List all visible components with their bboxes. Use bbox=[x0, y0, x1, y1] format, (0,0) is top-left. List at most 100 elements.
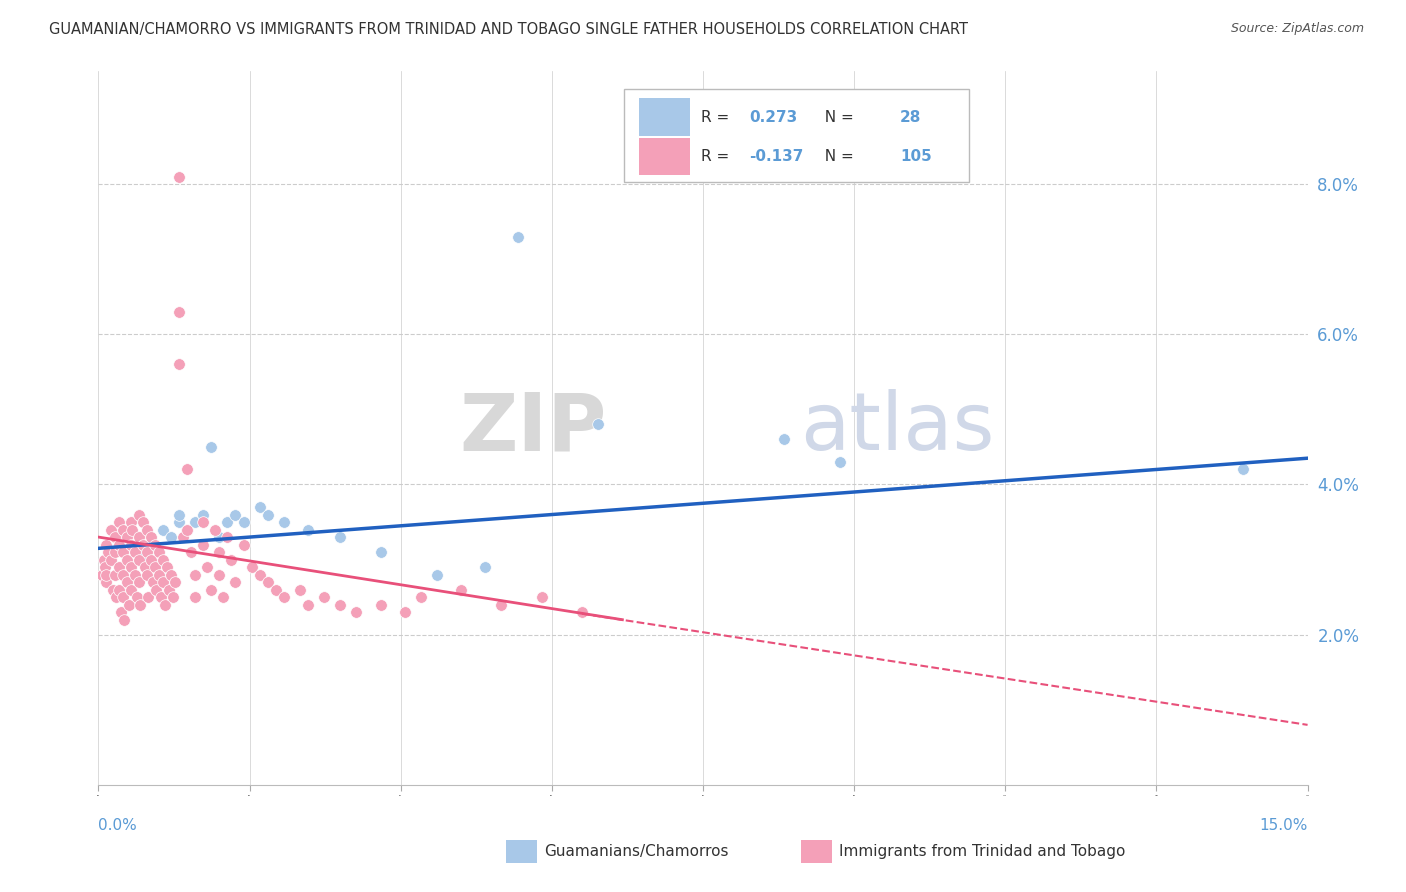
Point bbox=[148, 567, 170, 582]
Point bbox=[217, 515, 239, 529]
Point bbox=[167, 357, 190, 371]
Text: GUAMANIAN/CHAMORRO VS IMMIGRANTS FROM TRINIDAD AND TOBAGO SINGLE FATHER HOUSEHOL: GUAMANIAN/CHAMORRO VS IMMIGRANTS FROM TR… bbox=[49, 22, 969, 37]
Point bbox=[224, 508, 246, 522]
Point bbox=[107, 538, 129, 552]
Point bbox=[135, 567, 157, 582]
Point bbox=[184, 567, 207, 582]
Point bbox=[132, 538, 155, 552]
Point bbox=[111, 567, 134, 582]
Point bbox=[150, 590, 173, 604]
Point bbox=[103, 545, 125, 559]
Text: Source: ZipAtlas.com: Source: ZipAtlas.com bbox=[1230, 22, 1364, 36]
Point bbox=[96, 567, 118, 582]
Point bbox=[105, 590, 128, 604]
Point bbox=[172, 530, 194, 544]
Point bbox=[111, 530, 134, 544]
Point bbox=[94, 560, 117, 574]
Text: 0.273: 0.273 bbox=[749, 110, 797, 125]
Point bbox=[264, 582, 287, 597]
Point bbox=[176, 523, 198, 537]
Point bbox=[249, 567, 271, 582]
Point bbox=[240, 560, 263, 574]
FancyBboxPatch shape bbox=[638, 98, 690, 136]
Point bbox=[129, 598, 152, 612]
Point bbox=[100, 552, 122, 566]
Text: Guamanians/Chamorros: Guamanians/Chamorros bbox=[544, 845, 728, 859]
Point bbox=[208, 545, 231, 559]
Point bbox=[152, 575, 174, 590]
Text: R =: R = bbox=[700, 149, 734, 164]
Point bbox=[107, 515, 129, 529]
Point bbox=[180, 545, 202, 559]
Point bbox=[167, 508, 190, 522]
Point bbox=[103, 567, 125, 582]
Point bbox=[138, 590, 160, 604]
Point bbox=[224, 575, 246, 590]
Point bbox=[256, 575, 278, 590]
Point bbox=[167, 304, 190, 318]
Point bbox=[344, 605, 367, 619]
Point bbox=[586, 417, 609, 432]
Text: -0.137: -0.137 bbox=[749, 149, 803, 164]
Point bbox=[94, 575, 117, 590]
Point bbox=[148, 545, 170, 559]
Point bbox=[143, 560, 166, 574]
Point bbox=[273, 590, 295, 604]
Point bbox=[217, 530, 239, 544]
Point bbox=[184, 590, 207, 604]
Point bbox=[120, 538, 142, 552]
Point bbox=[111, 545, 134, 559]
Point bbox=[96, 538, 118, 552]
Point bbox=[204, 523, 226, 537]
Point bbox=[426, 567, 449, 582]
Point bbox=[120, 582, 142, 597]
Point bbox=[329, 530, 352, 544]
Point bbox=[120, 560, 142, 574]
Text: ZIP: ZIP bbox=[458, 389, 606, 467]
Point bbox=[474, 560, 496, 574]
Point bbox=[134, 560, 156, 574]
Point bbox=[115, 530, 138, 544]
Point bbox=[370, 545, 392, 559]
Point bbox=[176, 462, 198, 476]
Point bbox=[249, 500, 271, 514]
Point bbox=[97, 545, 120, 559]
Point bbox=[370, 598, 392, 612]
Point bbox=[176, 523, 198, 537]
Point bbox=[135, 523, 157, 537]
Point bbox=[121, 523, 143, 537]
Point bbox=[128, 552, 150, 566]
Point bbox=[128, 530, 150, 544]
Point bbox=[101, 582, 124, 597]
Point bbox=[160, 530, 183, 544]
Point bbox=[124, 567, 146, 582]
Point bbox=[195, 560, 218, 574]
Text: N =: N = bbox=[815, 149, 859, 164]
Point bbox=[450, 582, 472, 597]
Point bbox=[828, 455, 851, 469]
Point bbox=[143, 538, 166, 552]
Point bbox=[184, 515, 207, 529]
Point bbox=[152, 523, 174, 537]
Point bbox=[200, 582, 222, 597]
Point bbox=[111, 590, 134, 604]
Point bbox=[571, 605, 593, 619]
Point bbox=[273, 515, 295, 529]
Point bbox=[193, 538, 215, 552]
Point bbox=[115, 552, 138, 566]
Point bbox=[142, 575, 165, 590]
Point bbox=[221, 552, 243, 566]
Point bbox=[193, 508, 215, 522]
Point bbox=[163, 575, 186, 590]
FancyBboxPatch shape bbox=[638, 137, 690, 175]
Point bbox=[110, 605, 132, 619]
Text: 105: 105 bbox=[900, 149, 932, 164]
Point bbox=[135, 545, 157, 559]
Point bbox=[167, 169, 190, 184]
Text: 15.0%: 15.0% bbox=[1260, 818, 1308, 832]
Point bbox=[1232, 462, 1254, 476]
Point bbox=[232, 515, 254, 529]
Point bbox=[143, 538, 166, 552]
Point bbox=[772, 433, 794, 447]
Point bbox=[135, 552, 157, 566]
